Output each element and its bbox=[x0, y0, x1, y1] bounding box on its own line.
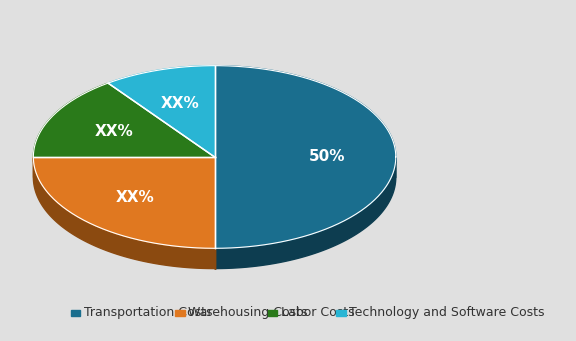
Polygon shape bbox=[33, 83, 215, 157]
Text: Labor Costs: Labor Costs bbox=[281, 306, 354, 319]
Polygon shape bbox=[175, 310, 185, 316]
Polygon shape bbox=[336, 310, 346, 316]
Text: XX%: XX% bbox=[116, 190, 154, 205]
Polygon shape bbox=[215, 66, 396, 248]
Polygon shape bbox=[33, 157, 215, 177]
Polygon shape bbox=[33, 157, 215, 269]
Text: XX%: XX% bbox=[161, 95, 199, 110]
Text: XX%: XX% bbox=[95, 124, 134, 139]
Polygon shape bbox=[215, 157, 396, 178]
Polygon shape bbox=[215, 158, 396, 269]
Polygon shape bbox=[33, 157, 215, 248]
Text: 50%: 50% bbox=[309, 149, 345, 164]
Text: Warehousing Costs: Warehousing Costs bbox=[188, 306, 308, 319]
Polygon shape bbox=[108, 66, 215, 157]
Polygon shape bbox=[268, 310, 277, 316]
Text: Technology and Software Costs: Technology and Software Costs bbox=[349, 306, 544, 319]
Polygon shape bbox=[71, 310, 81, 316]
Text: Transportation Costs: Transportation Costs bbox=[84, 306, 212, 319]
